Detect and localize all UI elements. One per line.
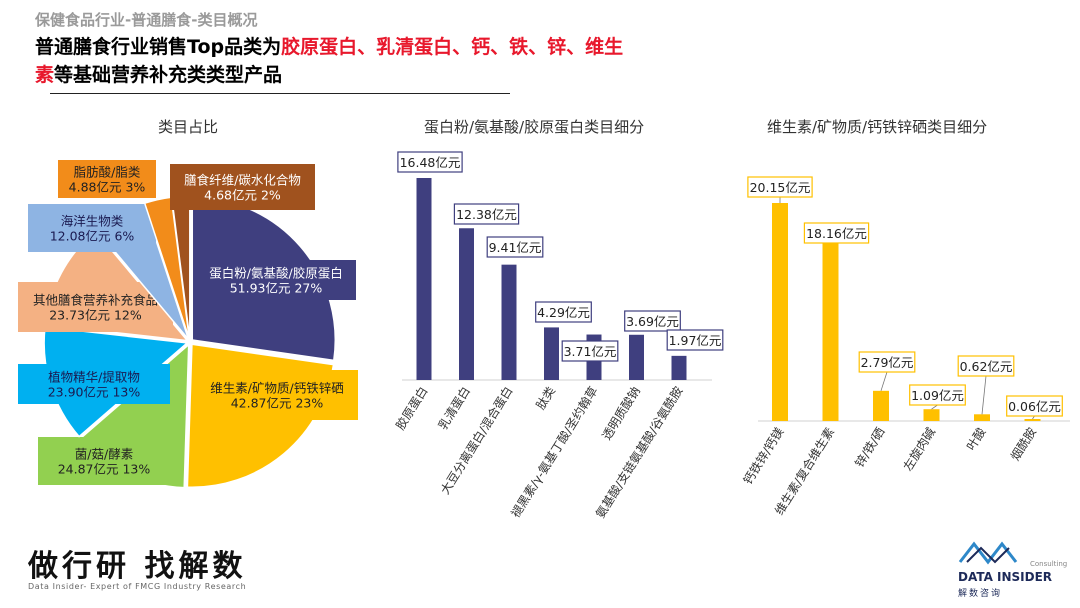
vitamin-bar-5 <box>974 414 990 421</box>
vitamin-chart-title: 维生素/矿物质/钙铁锌硒类目细分 <box>767 118 988 136</box>
vitamin-bar-3 <box>873 390 889 421</box>
vitamin-category-5: 叶酸 <box>963 425 988 453</box>
vitamin-leader-5 <box>981 375 987 415</box>
pie-slice-name-1: 蛋白粉/氨基酸/胶原蛋白 <box>209 266 342 281</box>
protein-bar-3 <box>501 264 517 380</box>
vitamin-category-3: 锌/铁/硒 <box>852 425 887 470</box>
pie-chart-title: 类目占比 <box>158 118 219 136</box>
headline-divider <box>50 93 510 94</box>
vitamin-value-label-6: 0.06亿元 <box>1008 399 1061 414</box>
vitamin-label-box-2 <box>803 222 870 244</box>
pie-slice-name-3: 菌/菇/酵素 <box>75 447 133 462</box>
protein-label-box-3 <box>486 236 544 258</box>
vitamin-value-label-3: 2.79亿元 <box>861 355 914 370</box>
vitamin-category-6: 烟酰胺 <box>1008 425 1039 463</box>
vitamin-leader-3 <box>880 371 888 391</box>
pie-label-box-2 <box>196 370 358 420</box>
headline-highlight-1: 胶原蛋白、乳清蛋白、钙、铁、锌、维生 <box>281 36 624 58</box>
vitamin-value-label-2: 18.16亿元 <box>806 226 867 241</box>
protein-bar-6 <box>629 334 644 380</box>
protein-bar-7 <box>671 355 687 380</box>
pie-label-box-1 <box>196 260 356 300</box>
pie-slice-name-8: 膳食纤维/碳水化合物 <box>184 173 301 188</box>
vitamin-bar-4 <box>923 409 940 421</box>
pie-slice-name-5: 其他膳食营养补充食品 <box>33 293 158 308</box>
protein-label-box-5 <box>561 340 619 362</box>
vitamin-label-box-5 <box>957 355 1015 377</box>
vitamin-category-1: 钙铁锌/钙镁 <box>741 425 787 487</box>
vitamin-value-label-5: 0.62亿元 <box>960 359 1013 374</box>
pie-slice-value-3: 24.87亿元 13% <box>58 462 151 477</box>
protein-value-label-5: 3.71亿元 <box>564 344 617 359</box>
pie-slice-value-7: 4.88亿元 3% <box>69 180 146 195</box>
pie-slice-value-4: 23.90亿元 13% <box>48 385 141 400</box>
protein-bar-4 <box>544 327 559 380</box>
pie-label-box-7 <box>58 160 156 198</box>
headline-part-2: 等基础营养补充类类型产品 <box>54 64 283 86</box>
pie-label-box-8 <box>170 164 315 210</box>
vitamin-label-box-6 <box>1006 395 1063 417</box>
brand-name: DATA INSIDER <box>958 570 1053 584</box>
pie-label-box-4 <box>18 364 170 404</box>
headline-part-1: 普通膳食行业销售Top品类为 <box>35 36 282 58</box>
vitamin-value-label-4: 1.09亿元 <box>911 388 964 403</box>
pie-slice-value-2: 42.87亿元 23% <box>231 396 324 411</box>
pie-label-box-3 <box>38 437 170 485</box>
brand-mark-icon <box>958 541 1018 565</box>
protein-chart-title: 蛋白粉/氨基酸/胶原蛋白类目细分 <box>424 118 645 136</box>
brand-consulting: Consulting <box>1030 560 1068 568</box>
protein-value-label-1: 16.48亿元 <box>400 155 461 170</box>
vitamin-label-box-1 <box>747 176 813 198</box>
vitamin-label-box-4 <box>909 384 966 406</box>
protein-bar-1 <box>416 178 432 380</box>
pie-slice-name-6: 海洋生物类 <box>61 214 124 229</box>
brand-subname: 解数咨询 <box>958 589 1003 599</box>
protein-value-label-2: 12.38亿元 <box>456 207 517 222</box>
protein-value-label-3: 9.41亿元 <box>489 240 542 255</box>
pie-slice-value-8: 4.68亿元 2% <box>204 188 281 203</box>
protein-value-label-6: 3.69亿元 <box>626 314 679 329</box>
vitamin-label-box-3 <box>858 351 916 373</box>
protein-label-box-1 <box>397 151 463 173</box>
vitamin-leader-4 <box>931 404 938 410</box>
protein-label-box-4 <box>535 301 592 323</box>
pie-slice-name-4: 植物精华/提取物 <box>48 370 140 385</box>
footer-slogan: 做行研 找解数 <box>28 549 247 584</box>
vitamin-bar-6 <box>1024 419 1041 421</box>
pie-slice-value-5: 23.73亿元 12% <box>49 308 142 323</box>
page-headline: 普通膳食行业销售Top品类为胶原蛋白、乳清蛋白、钙、铁、锌、维生素等基础营养补充… <box>35 33 775 89</box>
protein-value-label-7: 1.97亿元 <box>669 333 722 348</box>
protein-label-box-6 <box>624 310 681 332</box>
pie-label-box-6 <box>28 204 156 252</box>
protein-label-box-7 <box>666 329 724 351</box>
pie-slice-value-6: 12.08亿元 6% <box>50 229 135 244</box>
pie-slice-name-2: 维生素/矿物质/钙铁锌硒 <box>210 381 343 396</box>
section-kicker: 保健食品行业-普通膳食-类目概况 <box>35 11 258 29</box>
brand-logo: Consulting DATA INSIDER 解数咨询 <box>958 540 1068 602</box>
pie-slice-value-1: 51.93亿元 27% <box>230 281 323 296</box>
vitamin-category-4: 左旋肉碱 <box>900 425 938 474</box>
vitamin-value-label-1: 20.15亿元 <box>750 180 811 195</box>
protein-bar-2 <box>459 228 474 380</box>
protein-value-label-4: 4.29亿元 <box>537 305 590 320</box>
vitamin-bar-2 <box>822 224 839 421</box>
footer-tagline: Data Insider- Expert of FMCG Industry Re… <box>28 582 247 591</box>
vitamin-bar-1 <box>772 203 788 421</box>
pie-slice-name-7: 脂肪酸/脂类 <box>74 165 141 180</box>
protein-label-box-2 <box>453 203 520 225</box>
headline-highlight-2: 素 <box>35 64 55 86</box>
